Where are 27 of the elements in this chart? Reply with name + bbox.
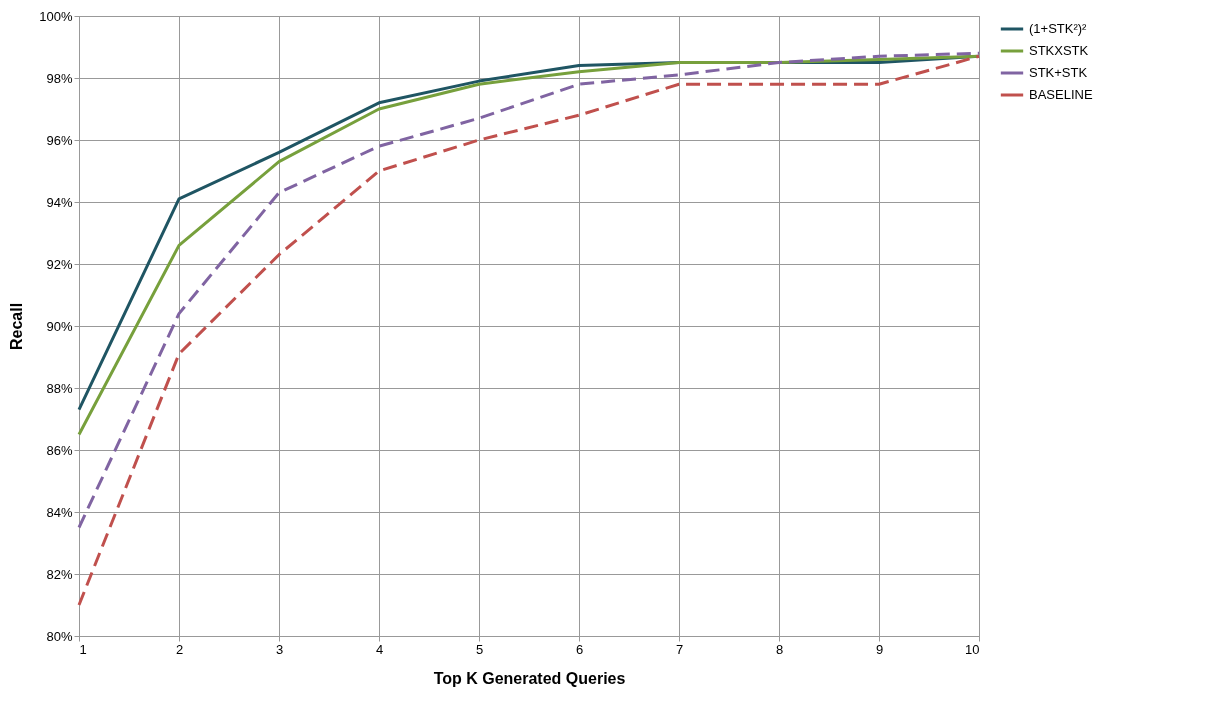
legend-label: STK+STK <box>1029 65 1088 80</box>
y-tick-label: 92% <box>46 256 73 272</box>
legend-label: STKXSTK <box>1029 43 1089 58</box>
legend-label: (1+STK²)² <box>1029 21 1088 36</box>
x-tick-label: 7 <box>675 641 684 657</box>
y-tick-label: 98% <box>46 70 73 86</box>
x-axis-title: Top K Generated Queries <box>433 669 626 687</box>
y-tick-label: 96% <box>46 132 73 148</box>
y-tick-label: 86% <box>46 442 73 458</box>
y-axis-title: Recall <box>8 302 26 351</box>
y-tick-label: 84% <box>46 504 73 520</box>
y-tick-label: 90% <box>46 318 73 334</box>
x-tick-label: 1 <box>79 641 87 657</box>
x-tick-label: 5 <box>475 641 484 657</box>
legend-label: BASELINE <box>1029 87 1093 102</box>
x-tick-label: 9 <box>875 641 884 657</box>
y-tick-label: 88% <box>46 380 73 396</box>
y-tick-label: 100% <box>39 8 73 24</box>
y-tick-label: 82% <box>46 566 73 582</box>
x-tick-label: 2 <box>175 641 184 657</box>
y-tick-label: 94% <box>46 194 73 210</box>
y-tick-label: 80% <box>46 628 73 644</box>
x-tick-label: 4 <box>375 641 384 657</box>
x-tick-label: 6 <box>575 641 584 657</box>
x-tick-label: 10 <box>965 641 980 657</box>
x-tick-label: 3 <box>275 641 284 657</box>
x-tick-label: 8 <box>775 641 784 657</box>
